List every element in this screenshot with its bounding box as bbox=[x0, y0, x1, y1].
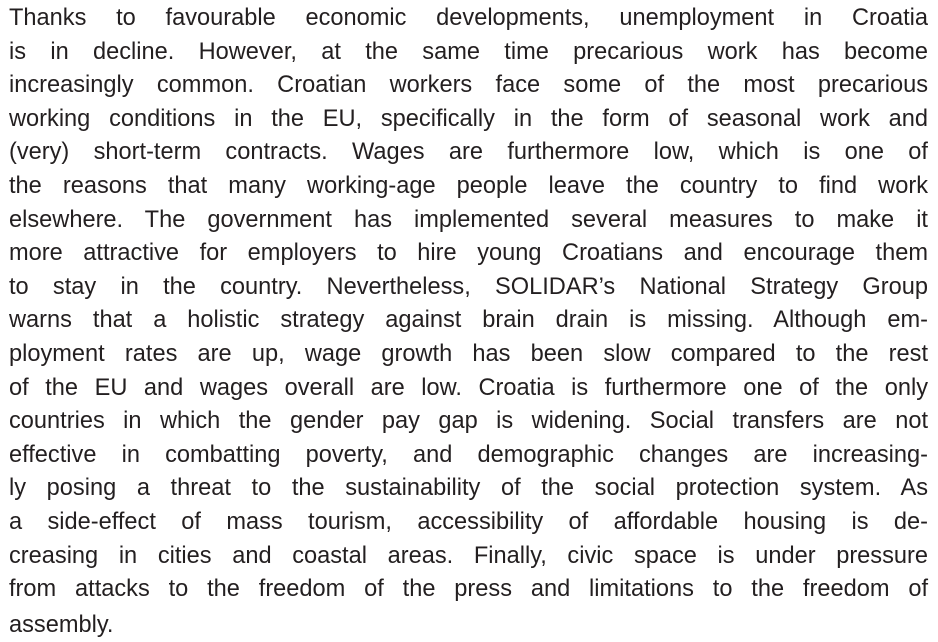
text-line: of the EU and wages overall are low. Cro… bbox=[9, 374, 928, 401]
text-line: the reasons that many working-age people… bbox=[9, 172, 928, 199]
text-line: ployment rates are up, wage growth has b… bbox=[9, 340, 928, 367]
text-line: (very) short-term contracts. Wages are f… bbox=[9, 139, 928, 166]
text-line: Thanks to favourable economic developmen… bbox=[9, 5, 928, 31]
text-line: warns that a holistic strategy against b… bbox=[9, 307, 928, 334]
text-line: creasing in cities and coastal areas. Fi… bbox=[9, 542, 928, 569]
text-line: increasingly common. Croatian workers fa… bbox=[9, 72, 928, 99]
text-line: assembly. bbox=[9, 611, 114, 638]
text-line: countries in which the gender pay gap is… bbox=[9, 408, 928, 435]
text-line: working conditions in the EU, specifical… bbox=[9, 105, 928, 132]
text-line: is in decline. However, at the same time… bbox=[9, 38, 928, 65]
text-line: from attacks to the freedom of the press… bbox=[9, 576, 928, 603]
text-line: more attractive for employers to hire yo… bbox=[9, 240, 928, 267]
text-line: a side-effect of mass tourism, accessibi… bbox=[9, 508, 928, 535]
text-line: elsewhere. The government has implemente… bbox=[9, 206, 928, 233]
text-line: ly posing a threat to the sustainability… bbox=[9, 475, 928, 502]
text-line: to stay in the country. Nevertheless, SO… bbox=[9, 273, 928, 300]
text-line: effective in combatting poverty, and dem… bbox=[9, 441, 928, 468]
